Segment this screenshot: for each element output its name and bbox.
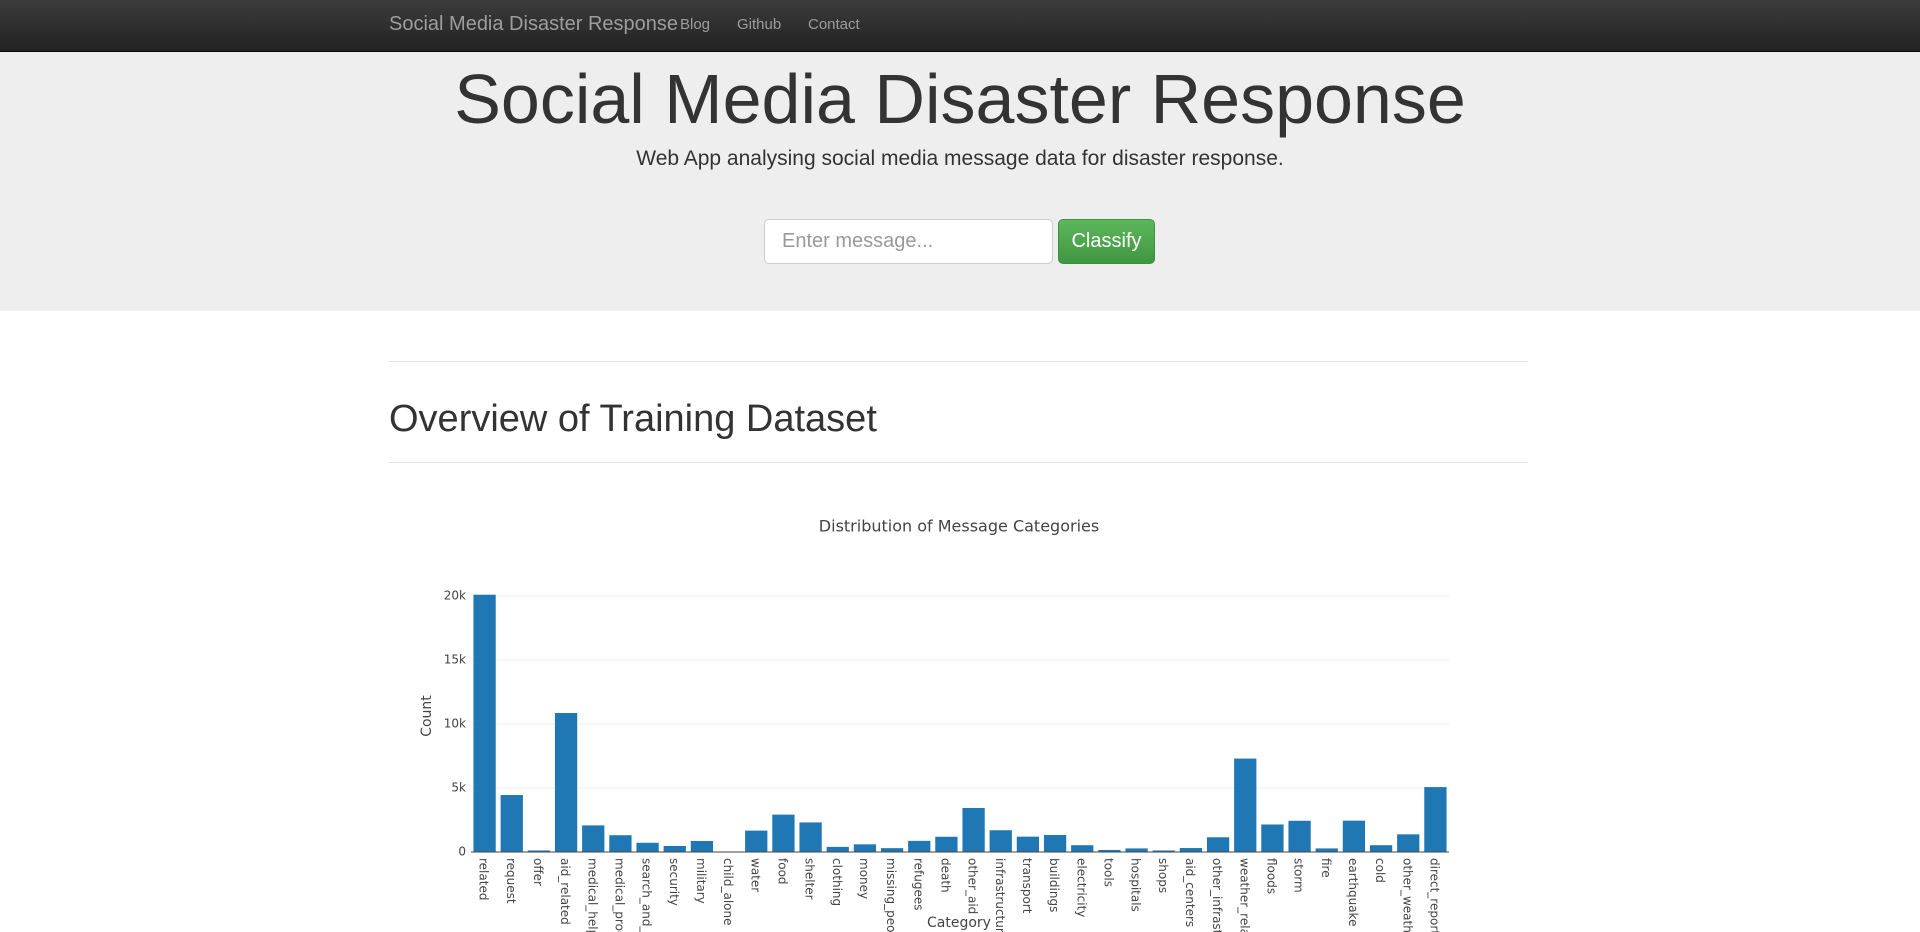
bar [554, 712, 578, 852]
bar [1206, 837, 1230, 852]
bar [527, 850, 551, 852]
x-tick-label: food [775, 858, 789, 885]
x-tick-label: buildings [1047, 858, 1061, 912]
y-tick-label: 5k [451, 781, 466, 795]
bar [582, 825, 605, 852]
bar [880, 848, 904, 852]
bar [1342, 820, 1366, 852]
x-tick-label: missing_peop [884, 858, 898, 932]
bar [853, 844, 877, 852]
jumbotron: Social Media Disaster Response Web App a… [0, 52, 1920, 311]
bar [1397, 834, 1420, 852]
bar [1315, 848, 1338, 852]
bar [1098, 849, 1121, 852]
bar [989, 830, 1012, 852]
bar [1369, 845, 1393, 852]
bar [1179, 848, 1203, 852]
bar [962, 807, 985, 852]
x-tick-label: cold [1373, 858, 1387, 883]
x-tick-label: aid_centers [1183, 858, 1197, 927]
x-tick-label: death [938, 858, 952, 893]
y-tick-label: 20k [444, 589, 466, 603]
message-input[interactable]: Enter message... [764, 219, 1053, 264]
x-tick-label: storm [1292, 858, 1306, 893]
x-tick-label: refugees [911, 858, 925, 911]
bar [1071, 845, 1094, 852]
x-tick-label: weather_relat [1237, 858, 1251, 932]
divider [389, 462, 1528, 463]
x-tick-label: tools [1101, 858, 1115, 887]
chart-title: Distribution of Message Categories [819, 517, 1099, 536]
x-tick-label: other_weathe [1400, 858, 1414, 932]
x-tick-label: offer [531, 858, 545, 886]
bar [1125, 848, 1148, 852]
bar [663, 845, 686, 852]
x-tick-label: security [667, 858, 681, 906]
x-tick-label: medical_prod [612, 858, 626, 932]
x-tick-label: earthquake [1346, 858, 1360, 926]
nav-link[interactable]: Contact [808, 16, 860, 33]
bar [1424, 787, 1447, 852]
nav-link[interactable]: Blog [680, 16, 711, 33]
x-tick-label: floods [1264, 858, 1278, 894]
bar [500, 795, 523, 852]
bar [772, 814, 795, 852]
x-tick-label: request [504, 858, 518, 904]
x-axis-label: Category [927, 915, 991, 931]
x-tick-label: electricity [1074, 858, 1088, 917]
y-tick-label: 15k [444, 653, 466, 667]
bar [636, 842, 659, 852]
x-tick-label: transport [1020, 858, 1034, 914]
x-tick-label: fire [1319, 858, 1333, 878]
bar [1152, 850, 1175, 852]
x-tick-label: hospitals [1129, 858, 1143, 912]
bar [473, 594, 496, 852]
x-tick-label: other_aid [966, 858, 980, 914]
bar [609, 835, 632, 852]
x-tick-label: shops [1156, 858, 1170, 893]
x-tick-label: other_infrastr [1210, 858, 1224, 932]
x-tick-label: related [477, 858, 491, 900]
x-tick-label: shelter [803, 858, 817, 900]
nav-link[interactable]: Github [737, 16, 782, 33]
x-tick-label: direct_report [1427, 858, 1441, 932]
bar [690, 840, 714, 852]
y-tick-label: 10k [444, 717, 466, 731]
chart: Distribution of Message Categories Categ… [419, 517, 1449, 932]
x-tick-label: search_and_r [640, 858, 654, 932]
bar [1043, 834, 1067, 852]
x-tick-label: child_alone [721, 858, 735, 926]
bar [1016, 836, 1040, 852]
x-tick-label: clothing [830, 858, 844, 906]
x-tick-label: medical_help [585, 858, 599, 932]
bar [799, 822, 822, 852]
bar [935, 836, 958, 852]
bar [826, 846, 849, 852]
bar [745, 830, 768, 852]
divider [389, 361, 1528, 362]
x-tick-label: money [857, 858, 871, 899]
brand[interactable]: Social Media Disaster Response [389, 13, 679, 35]
classify-button[interactable]: Classify [1058, 219, 1155, 264]
x-tick-label: water [748, 858, 762, 892]
subtitle: Web App analysing social media message d… [636, 147, 1284, 170]
bar [1261, 824, 1284, 852]
bar [908, 840, 931, 852]
x-tick-label: infrastructure [993, 858, 1007, 932]
bar [1234, 758, 1257, 852]
y-tick-label: 0 [458, 845, 466, 859]
bar [1288, 820, 1311, 852]
x-tick-label: military [694, 858, 708, 904]
x-tick-label: aid_related [558, 858, 572, 925]
section-heading: Overview of Training Dataset [389, 398, 877, 440]
navbar: Social Media Disaster Response Blog Gith… [0, 0, 1920, 52]
y-axis-label: Count [419, 695, 435, 737]
title: Social Media Disaster Response [454, 60, 1466, 138]
